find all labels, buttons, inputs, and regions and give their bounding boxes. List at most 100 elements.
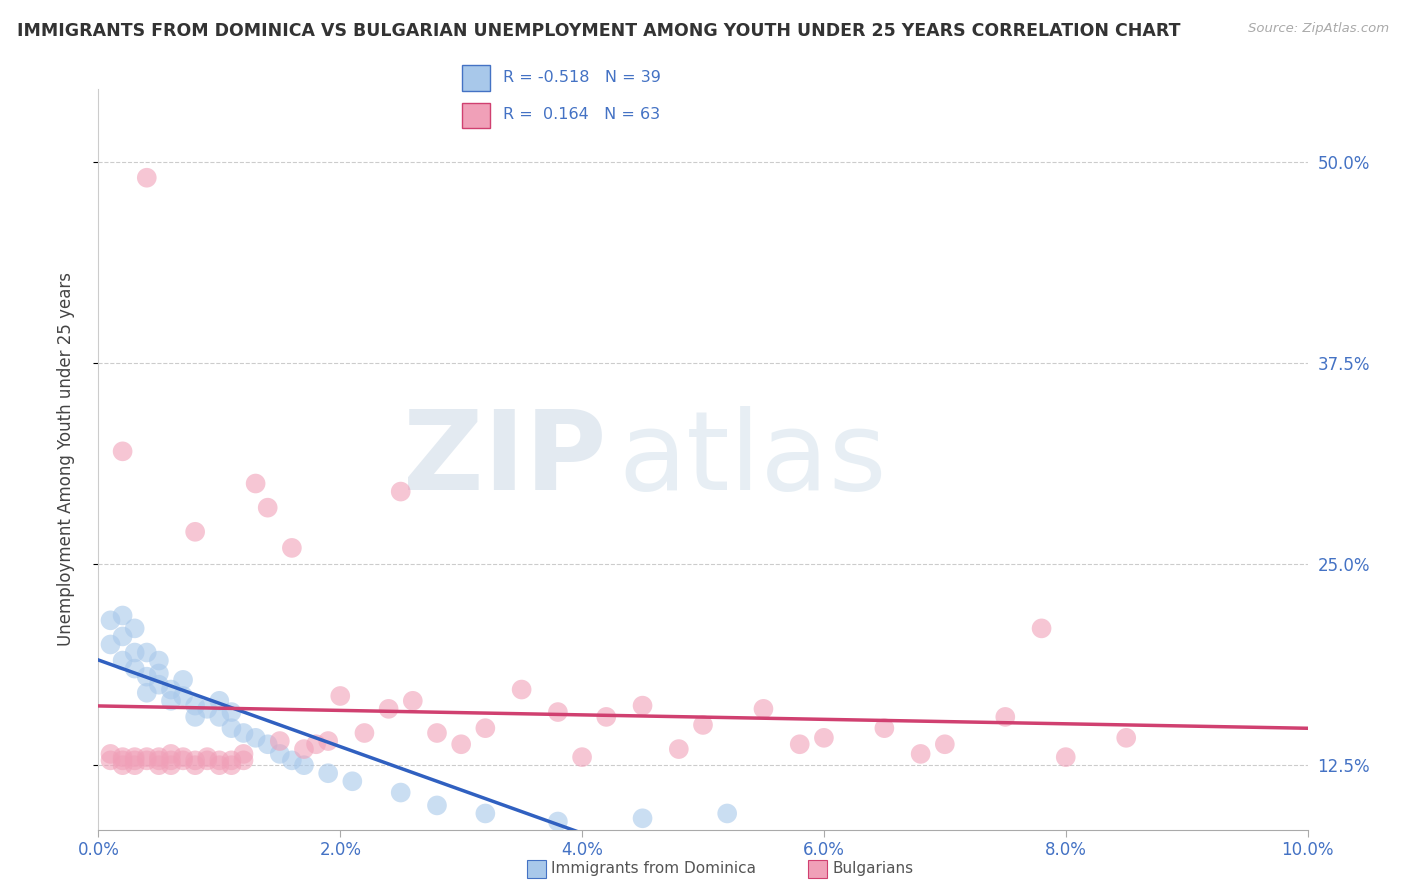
Point [232, 726, 254, 740]
Point [135, 170, 157, 185]
Point [160, 753, 183, 767]
Point [281, 753, 304, 767]
Point [547, 814, 569, 829]
Point [184, 524, 207, 539]
Point [184, 753, 207, 767]
Point [934, 737, 956, 751]
Point [389, 484, 412, 499]
Point [571, 750, 593, 764]
Text: Immigrants from Dominica: Immigrants from Dominica [551, 862, 756, 876]
Point [631, 811, 654, 825]
Text: R =  0.164   N = 63: R = 0.164 N = 63 [502, 107, 659, 122]
Point [184, 758, 207, 772]
Point [208, 694, 231, 708]
Point [208, 753, 231, 767]
Point [668, 742, 690, 756]
Point [100, 747, 122, 761]
Point [256, 737, 278, 751]
Point [292, 758, 315, 772]
Bar [463, 103, 491, 128]
Point [100, 753, 122, 767]
Point [316, 734, 339, 748]
Point [221, 758, 243, 772]
Point [208, 710, 231, 724]
Point [221, 721, 243, 735]
Point [426, 726, 449, 740]
Point [111, 608, 134, 623]
Point [172, 673, 194, 687]
Point [124, 621, 146, 635]
Point [148, 666, 170, 681]
Point [402, 694, 425, 708]
Text: atlas: atlas [619, 406, 887, 513]
Point [124, 646, 146, 660]
Y-axis label: Unemployment Among Youth under 25 years: Unemployment Among Youth under 25 years [56, 272, 75, 647]
Point [172, 750, 194, 764]
Point [377, 702, 399, 716]
Point [111, 654, 134, 668]
Point [160, 758, 183, 772]
Point [160, 682, 183, 697]
Text: Bulgarians: Bulgarians [832, 862, 914, 876]
Point [1115, 731, 1137, 745]
Point [172, 753, 194, 767]
Point [160, 747, 183, 761]
Point [910, 747, 932, 761]
Point [221, 753, 243, 767]
Point [135, 646, 157, 660]
Point [716, 806, 738, 821]
Point [873, 721, 896, 735]
Point [269, 747, 291, 761]
Point [148, 758, 170, 772]
Point [232, 753, 254, 767]
Point [184, 710, 207, 724]
Point [135, 686, 157, 700]
Point [135, 750, 157, 764]
Point [172, 689, 194, 703]
Point [124, 753, 146, 767]
Point [595, 710, 617, 724]
Point [148, 678, 170, 692]
Point [353, 726, 375, 740]
Point [100, 637, 122, 651]
Point [305, 737, 328, 751]
Point [148, 753, 170, 767]
Point [269, 734, 291, 748]
Point [292, 742, 315, 756]
Point [148, 750, 170, 764]
Text: R = -0.518   N = 39: R = -0.518 N = 39 [502, 70, 661, 85]
Point [281, 541, 304, 555]
Point [474, 721, 496, 735]
Point [994, 710, 1017, 724]
Point [160, 694, 183, 708]
Point [474, 806, 496, 821]
Text: IMMIGRANTS FROM DOMINICA VS BULGARIAN UNEMPLOYMENT AMONG YOUTH UNDER 25 YEARS CO: IMMIGRANTS FROM DOMINICA VS BULGARIAN UN… [17, 22, 1181, 40]
Point [316, 766, 339, 780]
Point [124, 750, 146, 764]
Text: Source: ZipAtlas.com: Source: ZipAtlas.com [1249, 22, 1389, 36]
Point [195, 750, 218, 764]
Point [208, 758, 231, 772]
Point [100, 613, 122, 627]
Point [813, 731, 835, 745]
Point [124, 662, 146, 676]
Point [789, 737, 811, 751]
Point [111, 753, 134, 767]
Point [342, 774, 364, 789]
Point [1031, 621, 1053, 635]
Point [329, 689, 352, 703]
Point [547, 705, 569, 719]
Point [256, 500, 278, 515]
Point [510, 682, 533, 697]
Point [245, 731, 267, 745]
Point [1054, 750, 1077, 764]
Point [692, 718, 714, 732]
Point [631, 698, 654, 713]
Point [111, 758, 134, 772]
Point [195, 753, 218, 767]
Point [184, 698, 207, 713]
Bar [463, 65, 491, 91]
Point [124, 758, 146, 772]
Point [221, 705, 243, 719]
Point [135, 670, 157, 684]
